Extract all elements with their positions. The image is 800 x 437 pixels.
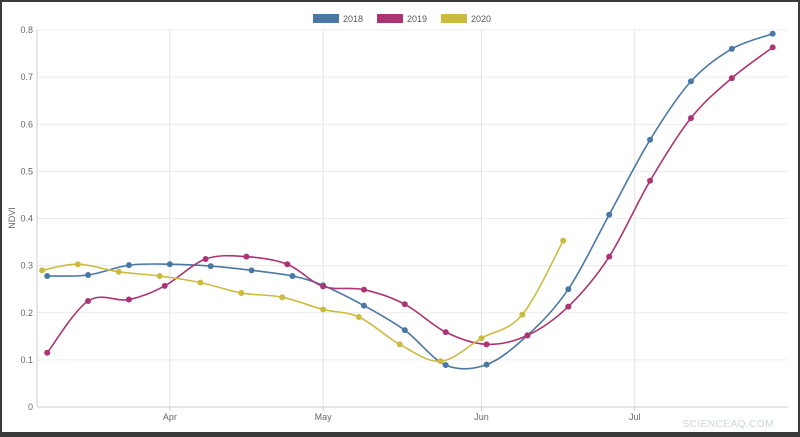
- data-point-2018: [166, 261, 173, 268]
- data-point-2019: [442, 329, 449, 336]
- y-tick-label: 0.5: [20, 166, 33, 176]
- data-point-2020: [320, 306, 327, 313]
- data-point-2018: [442, 362, 449, 369]
- series-line-2018: [47, 33, 773, 370]
- data-point-2019: [360, 286, 367, 293]
- grid: [37, 29, 788, 408]
- data-point-2019: [401, 301, 408, 308]
- data-point-2018: [85, 272, 92, 279]
- data-point-2019: [524, 332, 531, 339]
- y-axis-label: NDVI: [7, 207, 17, 229]
- y-tick-label: 0.8: [20, 25, 33, 35]
- legend-item-2019[interactable]: 2019: [377, 14, 427, 24]
- data-point-2020: [437, 358, 444, 365]
- legend[interactable]: 2018 2019 2020: [313, 14, 491, 24]
- legend-swatch-2019: [377, 14, 403, 23]
- series-2020: [39, 237, 567, 365]
- y-tick-label: 0.1: [20, 355, 33, 365]
- series-2018: [44, 30, 776, 370]
- data-point-2018: [125, 262, 132, 269]
- data-point-2020: [156, 272, 163, 279]
- x-tick-label: Apr: [163, 412, 177, 422]
- data-point-2018: [289, 272, 296, 279]
- chart-frame: 0 0.1 0.2 0.3 0.4 0.5 0.6 0.7 0.8 Apr May Jun Jul 20…: [2, 2, 798, 432]
- series-2019: [44, 44, 776, 356]
- legend-label-2020: 2020: [471, 14, 491, 24]
- data-point-2018: [401, 327, 408, 334]
- y-tick-label: 0.4: [20, 214, 33, 224]
- data-point-2019: [320, 283, 327, 290]
- data-point-2019: [687, 115, 694, 122]
- data-point-2019: [606, 253, 613, 260]
- y-tick-label: 0.3: [20, 261, 33, 271]
- data-point-2019: [44, 349, 51, 356]
- x-tick-label: May: [315, 412, 333, 422]
- series-line-2019: [46, 46, 774, 354]
- data-point-2020: [560, 237, 567, 244]
- data-point-2018: [565, 286, 572, 293]
- data-point-2018: [769, 30, 776, 37]
- data-point-2020: [238, 289, 245, 296]
- data-point-2020: [115, 268, 122, 275]
- data-point-2018: [360, 302, 367, 309]
- legend-label-2019: 2019: [407, 14, 427, 24]
- data-point-2019: [647, 177, 654, 184]
- legend-swatch-2020: [441, 14, 467, 23]
- legend-item-2018[interactable]: 2018: [313, 14, 363, 24]
- data-point-2018: [687, 78, 694, 85]
- axes: 0 0.1 0.2 0.3 0.4 0.5 0.6 0.7 0.8 Apr May Jun Jul: [20, 25, 788, 422]
- legend-label-2018: 2018: [343, 14, 363, 24]
- x-tick-label: Jun: [474, 412, 489, 422]
- data-point-2020: [279, 294, 286, 301]
- watermark: SCIENCEAQ.COM: [682, 419, 774, 430]
- data-point-2020: [197, 279, 204, 286]
- data-point-2020: [519, 311, 526, 318]
- y-tick-label: 0.7: [20, 72, 33, 82]
- data-point-2019: [284, 261, 291, 268]
- data-point-2019: [125, 296, 132, 303]
- data-point-2018: [44, 272, 51, 279]
- data-point-2018: [606, 211, 613, 218]
- x-tick-label: Jul: [629, 412, 641, 422]
- data-point-2019: [202, 256, 209, 263]
- data-point-2019: [243, 253, 250, 260]
- y-tick-label: 0.6: [20, 119, 33, 129]
- y-tick-label: 0.2: [20, 308, 33, 318]
- data-point-2020: [39, 267, 46, 274]
- data-point-2019: [728, 75, 735, 82]
- legend-swatch-2018: [313, 14, 339, 23]
- data-point-2019: [483, 341, 490, 348]
- y-tick-label: 0: [28, 402, 33, 412]
- series-layer: [39, 30, 776, 370]
- data-point-2020: [74, 261, 81, 268]
- data-point-2019: [565, 303, 572, 310]
- data-point-2018: [483, 361, 490, 368]
- data-point-2018: [728, 45, 735, 52]
- data-point-2019: [769, 44, 776, 51]
- data-point-2019: [85, 297, 92, 304]
- data-point-2019: [161, 282, 168, 289]
- data-point-2020: [478, 335, 485, 342]
- data-point-2020: [355, 313, 362, 320]
- data-point-2018: [207, 263, 214, 270]
- data-point-2020: [396, 341, 403, 348]
- data-point-2018: [248, 267, 255, 274]
- ndvi-line-chart: 0 0.1 0.2 0.3 0.4 0.5 0.6 0.7 0.8 Apr May Jun Jul 20…: [7, 14, 788, 430]
- data-point-2018: [647, 136, 654, 143]
- legend-item-2020[interactable]: 2020: [441, 14, 491, 24]
